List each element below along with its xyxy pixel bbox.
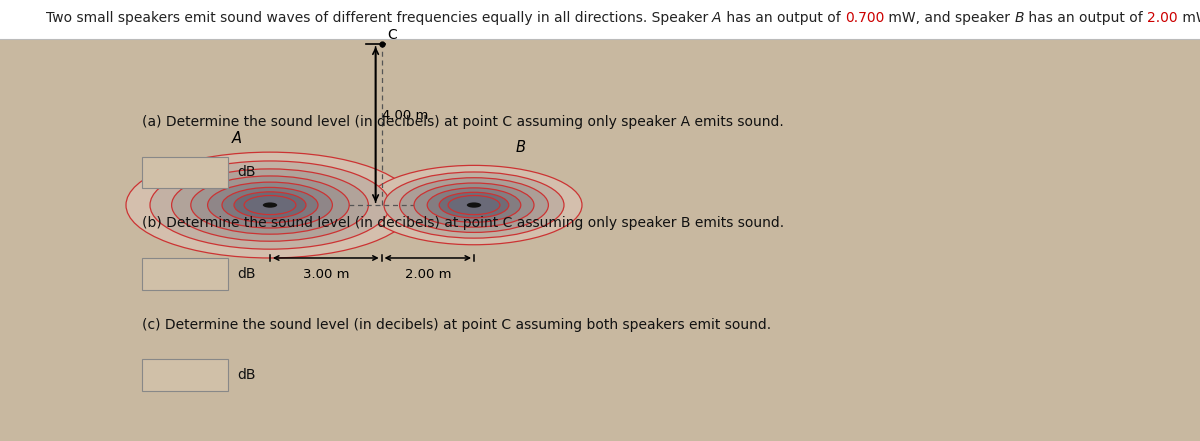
Text: 0.700: 0.700 — [845, 11, 884, 26]
Text: 4.00 m: 4.00 m — [382, 109, 428, 122]
Circle shape — [439, 192, 509, 218]
Bar — [0, 0, 1200, 39]
Circle shape — [427, 188, 521, 222]
Circle shape — [222, 187, 318, 223]
Circle shape — [448, 195, 500, 215]
Bar — [142, 157, 228, 188]
Text: 3.00 m: 3.00 m — [302, 268, 349, 281]
Text: B: B — [516, 140, 526, 155]
Text: has an output of: has an output of — [1024, 11, 1147, 26]
Circle shape — [150, 161, 390, 249]
Text: Two small speakers emit sound waves of different frequencies equally in all dire: Two small speakers emit sound waves of d… — [46, 11, 713, 26]
Text: (b) Determine the sound level (in decibels) at point C assuming only speaker B e: (b) Determine the sound level (in decibe… — [142, 216, 784, 230]
Circle shape — [208, 182, 332, 228]
Bar — [142, 359, 228, 391]
Text: (c) Determine the sound level (in decibels) at point C assuming both speakers em: (c) Determine the sound level (in decibe… — [142, 318, 770, 332]
Circle shape — [414, 183, 534, 227]
Circle shape — [400, 178, 548, 232]
Circle shape — [467, 202, 481, 208]
Text: (a) Determine the sound level (in decibels) at point C assuming only speaker A e: (a) Determine the sound level (in decibe… — [142, 115, 784, 129]
Text: 2.00: 2.00 — [1147, 11, 1178, 26]
Circle shape — [234, 192, 306, 218]
Text: A: A — [232, 131, 241, 146]
Circle shape — [172, 169, 368, 241]
Circle shape — [384, 172, 564, 238]
Text: C: C — [388, 28, 397, 42]
Circle shape — [246, 196, 294, 214]
Circle shape — [244, 195, 296, 215]
Bar — [142, 258, 228, 290]
Circle shape — [191, 176, 349, 234]
Circle shape — [263, 202, 277, 208]
Text: B: B — [1015, 11, 1024, 26]
Circle shape — [366, 165, 582, 245]
Text: dB: dB — [238, 165, 256, 179]
Circle shape — [126, 152, 414, 258]
Text: mW.: mW. — [1178, 11, 1200, 26]
Text: 2.00 m: 2.00 m — [404, 268, 451, 281]
Text: mW, and speaker: mW, and speaker — [884, 11, 1015, 26]
Circle shape — [450, 196, 498, 214]
Text: dB: dB — [238, 368, 256, 382]
Text: dB: dB — [238, 267, 256, 281]
Text: has an output of: has an output of — [721, 11, 845, 26]
Text: A: A — [713, 11, 721, 26]
